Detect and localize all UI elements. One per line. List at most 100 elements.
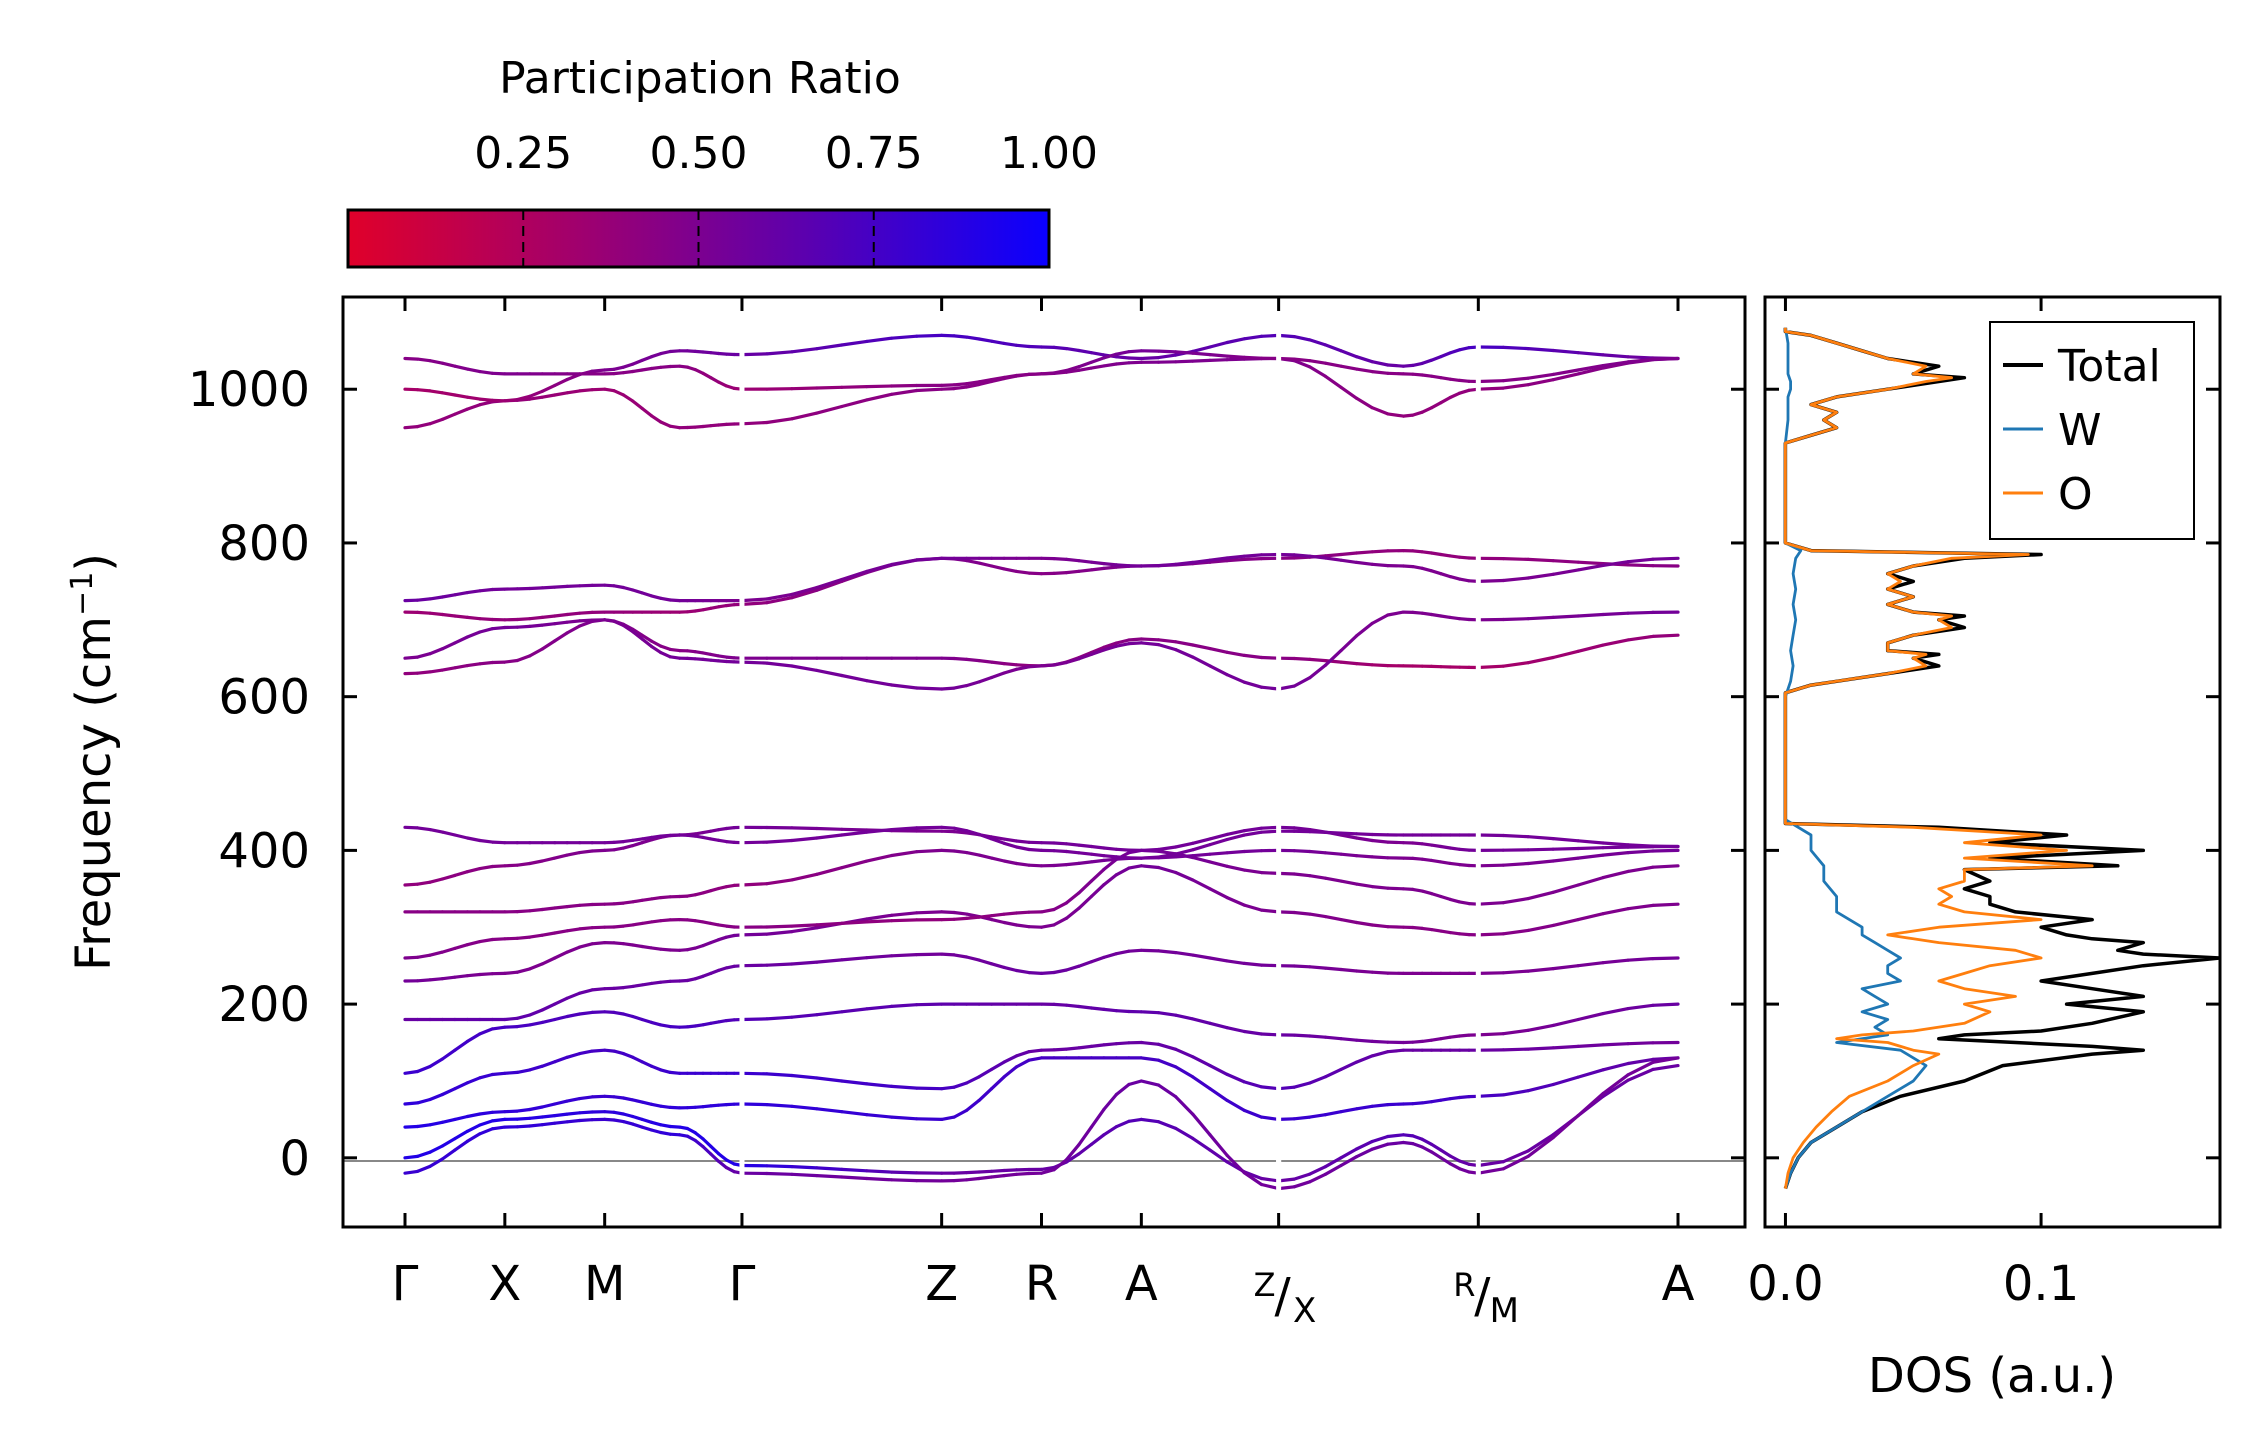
band-segment [553,377,569,387]
band-segment [428,595,444,601]
band-segment [515,624,532,629]
band-segment [1386,363,1406,368]
band-segment [1601,353,1630,359]
band-segment [415,610,432,615]
band-segment [453,1114,469,1122]
band-segment [1601,360,1630,368]
band-segment [1156,638,1178,644]
band-segment [440,361,457,368]
band-segment [1551,1075,1580,1087]
band-segment [1242,849,1264,854]
band-segment [540,614,557,620]
band-segment [1651,864,1680,869]
band-segment [989,339,1006,345]
band [403,1056,1680,1191]
band-segment [1027,664,1044,669]
band-segment [649,1020,663,1027]
band-segment [740,660,769,665]
band-segment [1064,1143,1081,1162]
band-segment [1526,1135,1555,1158]
band-segment [740,601,769,607]
band-segment [478,1127,494,1136]
band-segment [1191,358,1212,363]
band-segment [515,909,532,914]
band-segment [528,389,544,398]
band-segment [1476,386,1505,391]
band-segment [612,619,626,628]
band-segment [840,956,869,962]
band-segment [1027,847,1044,853]
band-segment [503,1016,519,1022]
band-segment [1089,566,1106,572]
band-segment [1002,667,1019,675]
band-segment [840,398,869,409]
band-segment [1501,896,1530,905]
band-segment [790,411,819,421]
band-segment [1039,1168,1056,1175]
band-segment [865,392,894,402]
band-segment [1501,1047,1530,1052]
band-segment [1292,872,1312,878]
band-segment [649,594,663,600]
band-segment [565,1096,582,1103]
band-segment [740,1102,769,1107]
band-segment [765,838,794,844]
band-segment [540,956,557,966]
band-segment [964,1098,981,1113]
band-segment [621,1119,635,1126]
band-segment [1626,1041,1655,1046]
band-segment [740,932,769,937]
band-segment [453,1039,469,1052]
band-segment [1526,1133,1555,1153]
band-segment [503,936,519,941]
band-segment [1601,869,1630,880]
band-segment [940,383,956,387]
band-segment [1089,364,1106,370]
band-segment [1292,1033,1312,1038]
band-segment [977,958,994,966]
band-segment [1551,614,1580,620]
band-segment [1191,878,1212,891]
band-segment [1077,960,1094,968]
band-segment [1114,847,1131,852]
band-segment [765,1171,794,1176]
band-segment [1242,830,1264,837]
band-segment [1323,1067,1343,1079]
band-segment [1476,1032,1505,1037]
band-segment [1027,571,1044,576]
band-segment [1354,969,1374,974]
band-segment [1292,656,1312,662]
band-segment [1052,841,1069,846]
band-segment [865,1176,894,1182]
band-segment [716,1152,729,1162]
band-segment [1386,1133,1406,1139]
kpoint-label: X [488,1256,521,1312]
band-segment [631,630,644,641]
band-segment [964,382,981,389]
band-segment [1411,361,1424,367]
band-segment [1354,1038,1374,1044]
band-segment [1225,833,1246,842]
band-segment [1476,1093,1505,1098]
band-segment [440,1087,457,1097]
band-segment [453,870,469,878]
band-segment [1386,925,1406,929]
band-segment [1014,1171,1031,1176]
band-segment [1386,412,1406,418]
band-segment [528,586,544,591]
band-segment [940,848,956,853]
band-segment [952,334,969,339]
band-segment [590,987,607,992]
band-segment [940,686,956,691]
band-segment [1476,664,1505,670]
band-segment [1439,572,1452,579]
band-segment [701,1144,713,1156]
band-segment [428,950,444,957]
band-segment [415,1164,432,1174]
band-segment [977,379,994,387]
band-segment [1052,660,1069,667]
band-segment [631,627,644,637]
band-segment [490,1025,507,1031]
band-segment [1651,1056,1680,1064]
